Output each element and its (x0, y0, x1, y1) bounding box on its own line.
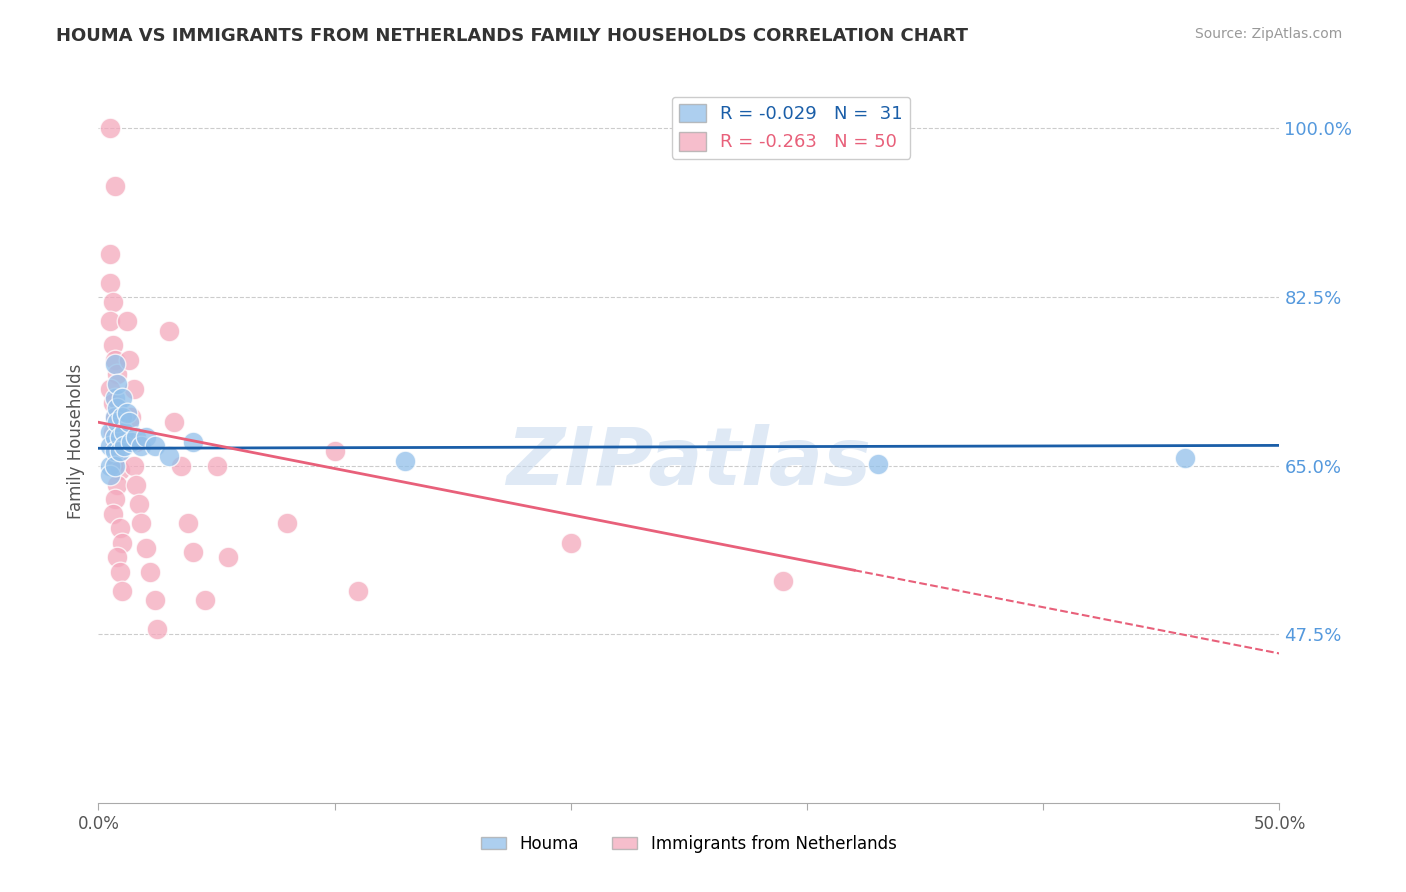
Point (104, 439, 127, 453)
Point (98, 246, 121, 260)
Point (157, 449, 180, 463)
Point (104, 179, 127, 194)
Legend: Houma, Immigrants from Netherlands: Houma, Immigrants from Netherlands (475, 828, 903, 860)
Point (139, 565, 162, 579)
Point (125, 478, 148, 492)
Point (108, 565, 131, 579)
Point (125, 430, 148, 444)
Point (111, 535, 134, 549)
Point (157, 324, 180, 338)
Point (98, 439, 121, 453)
Point (111, 583, 134, 598)
Point (105, 367, 128, 381)
Point (105, 415, 128, 429)
Point (105, 376, 128, 391)
Point (118, 352, 141, 367)
Point (181, 434, 204, 449)
Text: ZIPatlas: ZIPatlas (506, 425, 872, 502)
Point (772, 574, 794, 589)
Point (98, 468, 121, 483)
Point (108, 444, 131, 458)
Point (104, 444, 127, 458)
Point (105, 454, 128, 468)
Point (121, 410, 143, 425)
Point (101, 338, 124, 352)
Point (128, 497, 150, 511)
Point (98, 121, 121, 136)
Point (217, 550, 239, 565)
Point (104, 352, 127, 367)
Point (108, 430, 131, 444)
Point (146, 623, 169, 637)
Point (143, 593, 166, 607)
Point (98, 382, 121, 396)
Point (104, 410, 127, 425)
Point (115, 314, 138, 328)
Point (98, 276, 121, 290)
Point (394, 454, 416, 468)
Point (101, 507, 124, 521)
Point (108, 521, 131, 535)
Point (112, 425, 135, 439)
Point (323, 444, 346, 458)
Point (101, 294, 124, 309)
Point (143, 439, 166, 453)
Point (104, 492, 127, 507)
Point (104, 458, 127, 473)
Point (98, 458, 121, 473)
Point (115, 406, 138, 420)
Point (194, 593, 217, 607)
Point (135, 430, 157, 444)
Point (177, 516, 200, 531)
Point (101, 396, 124, 410)
Point (104, 430, 127, 444)
Point (121, 434, 143, 449)
Point (163, 415, 186, 429)
Point (105, 550, 128, 565)
Point (111, 410, 134, 425)
Point (135, 541, 157, 555)
Point (98, 425, 121, 439)
Y-axis label: Family Households: Family Households (66, 364, 84, 519)
Point (104, 410, 127, 425)
Point (125, 434, 148, 449)
Point (104, 391, 127, 405)
Point (98, 314, 121, 328)
Point (205, 458, 228, 473)
Point (111, 391, 134, 405)
Point (560, 535, 582, 549)
Point (1174, 450, 1197, 465)
Point (170, 458, 193, 473)
Text: HOUMA VS IMMIGRANTS FROM NETHERLANDS FAMILY HOUSEHOLDS CORRELATION CHART: HOUMA VS IMMIGRANTS FROM NETHERLANDS FAM… (56, 27, 969, 45)
Point (105, 478, 128, 492)
Point (122, 382, 145, 396)
Point (118, 415, 141, 429)
Point (129, 516, 152, 531)
Point (122, 458, 145, 473)
Point (105, 401, 128, 415)
Point (276, 516, 298, 531)
Point (104, 358, 127, 372)
Text: Source: ZipAtlas.com: Source: ZipAtlas.com (1195, 27, 1343, 41)
Point (108, 463, 131, 477)
Point (866, 457, 889, 471)
Point (129, 439, 152, 453)
Point (101, 425, 124, 439)
Point (347, 583, 370, 598)
Point (181, 545, 204, 559)
Point (112, 439, 135, 453)
